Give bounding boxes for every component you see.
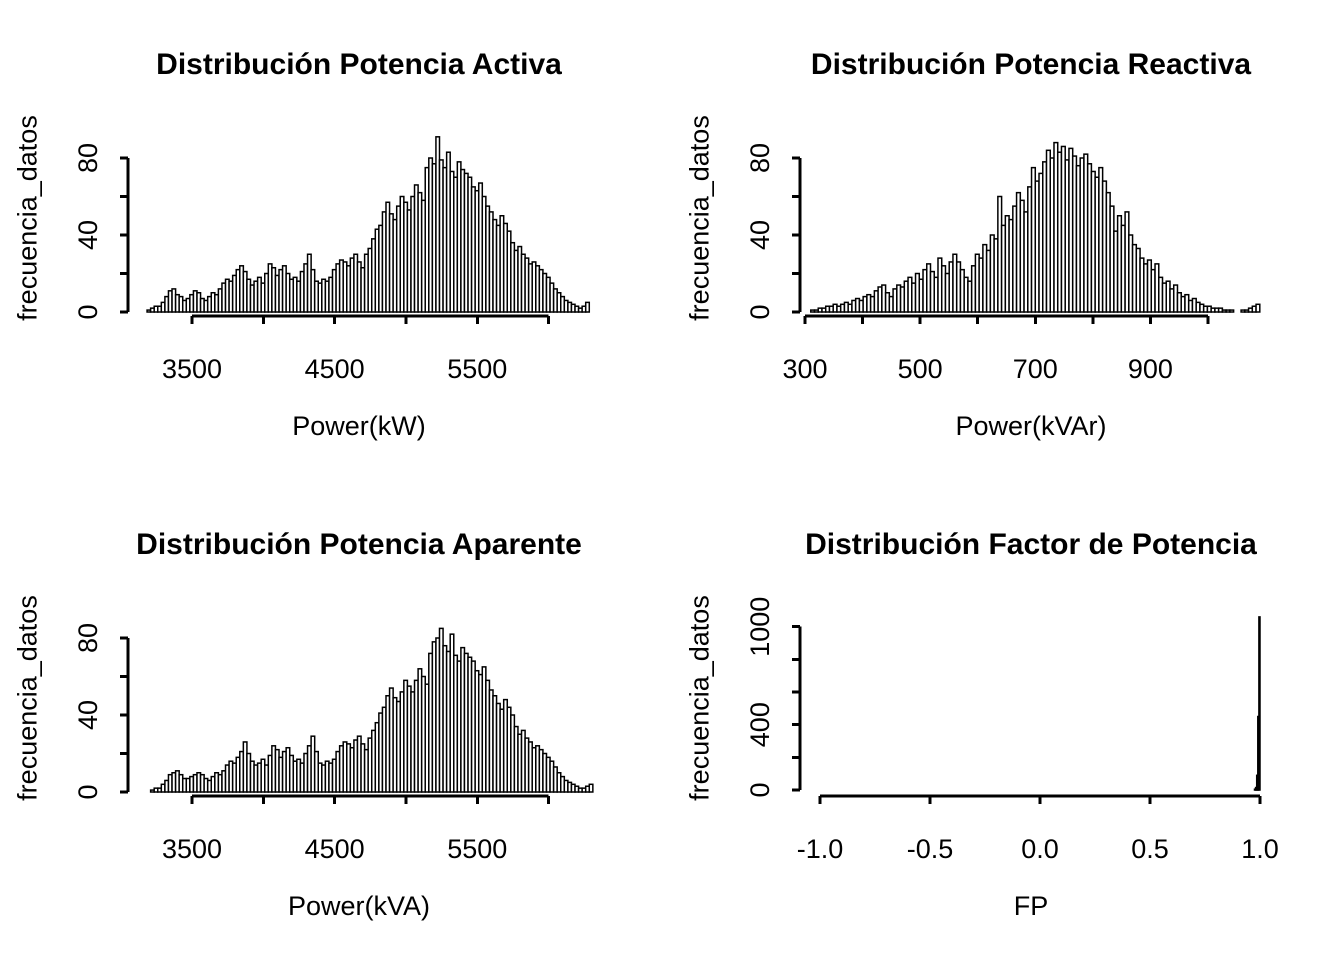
x-tick-labels: 3500 4500 5500 (162, 354, 507, 384)
x-axis (803, 314, 1210, 324)
x-tick-label: 300 (782, 354, 827, 384)
y-axis (120, 156, 130, 314)
y-tick-label: 0 (745, 782, 775, 797)
chart-canvas-factor-de-potencia: -1.0 -0.5 0.0 0.5 1.0 0 400 1000 (745, 597, 1279, 864)
chart-title: Distribución Potencia Activa (156, 48, 562, 81)
panel-potencia-aparente: 3500 4500 5500 0 40 80 Distribución Potencia … (0, 480, 672, 960)
x-axis-title: Power(kVA) (287, 891, 431, 921)
x-axis (190, 314, 551, 324)
y-tick-label: 400 (745, 702, 775, 747)
y-axis-title: frecuencia_datos (684, 595, 715, 801)
y-tick-label: 0 (73, 784, 103, 799)
x-tick-label: 0.5 (1131, 834, 1169, 864)
x-tick-label: 3500 (162, 834, 222, 864)
x-tick-label: -0.5 (907, 834, 954, 864)
chart-title: Distribución Potencia Reactiva (810, 48, 1252, 81)
chart-title: Distribución Factor de Potencia (805, 528, 1257, 561)
x-tick-label: 4500 (305, 834, 365, 864)
histogram-bars (810, 141, 1261, 313)
y-tick-label: 40 (745, 220, 775, 250)
chart-canvas-potencia-aparente: 3500 4500 5500 0 40 80 (73, 623, 594, 864)
histogram-bar (1258, 616, 1261, 791)
histogram-bar (1255, 303, 1261, 313)
x-tick-label: 700 (1013, 354, 1058, 384)
panel-factor-de-potencia: -1.0 -0.5 0.0 0.5 1.0 0 400 1000 Distribución F… (672, 480, 1344, 960)
y-axis (120, 636, 130, 794)
x-axis-title: Power(kVAr) (955, 411, 1107, 441)
x-axis (818, 794, 1262, 804)
chart-title: Distribución Potencia Aparente (136, 528, 582, 561)
x-tick-label: 4500 (305, 354, 365, 384)
y-tick-label: 40 (73, 220, 103, 250)
y-axis (792, 156, 802, 314)
x-tick-label: 0.0 (1021, 834, 1059, 864)
y-tick-label: 80 (745, 143, 775, 173)
x-tick-label: 1.0 (1241, 834, 1279, 864)
histogram-bars (149, 627, 594, 793)
histogram-bar (584, 301, 591, 313)
x-axis (190, 794, 551, 804)
x-axis-title: Power(kW) (292, 411, 426, 441)
y-tick-label: 0 (745, 304, 775, 319)
y-tick-labels: 0 40 80 (73, 143, 103, 320)
x-tick-label: 5500 (447, 834, 507, 864)
histogram-bars (146, 136, 591, 313)
x-tick-label: 500 (898, 354, 943, 384)
y-axis-title: frecuencia_datos (684, 115, 715, 321)
chart-canvas-potencia-reactiva: 300 500 700 900 0 40 80 (745, 141, 1261, 384)
y-tick-label: 80 (73, 623, 103, 653)
x-axis-title: FP (1013, 891, 1049, 921)
y-axis-title: frecuencia_datos (12, 115, 43, 321)
histogram-bar (588, 783, 594, 793)
y-axis (792, 625, 802, 792)
y-tick-labels: 0 40 80 (73, 623, 103, 800)
x-tick-label: 3500 (162, 354, 222, 384)
y-tick-labels: 0 40 80 (745, 143, 775, 320)
y-tick-labels: 0 400 1000 (745, 597, 775, 798)
x-tick-labels: 3500 4500 5500 (162, 834, 507, 864)
x-tick-label: -1.0 (797, 834, 844, 864)
histogram-bar (1229, 309, 1235, 313)
histogram-bars (1253, 616, 1261, 791)
x-tick-labels: -1.0 -0.5 0.0 0.5 1.0 (797, 834, 1279, 864)
panel-potencia-reactiva: 300 500 700 900 0 40 80 Distribución Potencia … (672, 0, 1344, 480)
x-tick-label: 5500 (447, 354, 507, 384)
y-tick-label: 40 (73, 700, 103, 730)
chart-canvas-potencia-activa: 3500 4500 5500 0 40 80 (73, 136, 591, 384)
x-tick-label: 900 (1128, 354, 1173, 384)
panel-potencia-activa: 3500 4500 5500 0 40 80 Distribución Potencia … (0, 0, 672, 480)
y-tick-label: 0 (73, 304, 103, 319)
y-tick-label: 80 (73, 143, 103, 173)
x-tick-labels: 300 500 700 900 (782, 354, 1172, 384)
y-axis-title: frecuencia_datos (12, 595, 43, 801)
y-tick-label: 1000 (745, 597, 775, 657)
